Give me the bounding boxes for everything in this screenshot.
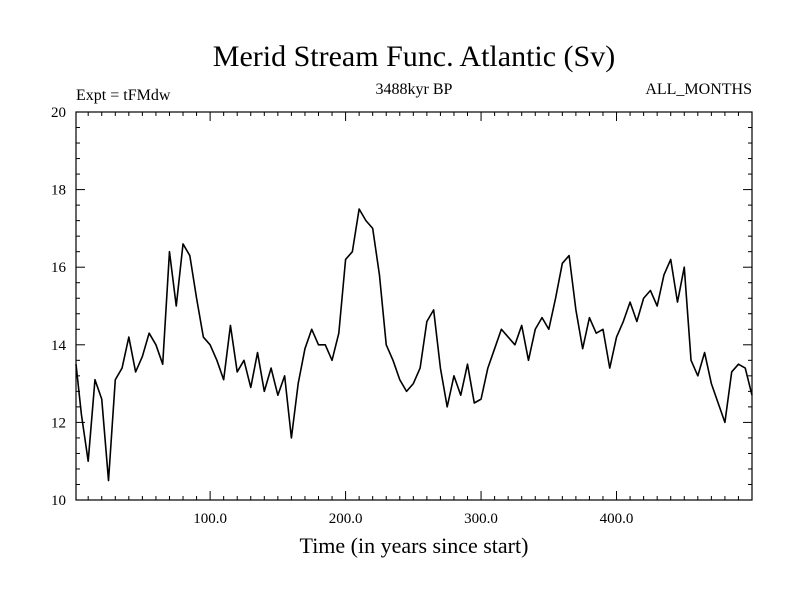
y-tick-label: 12 [51,415,66,431]
axis-tick-labels: 100.0 200.0 300.0 400.0 10 12 14 16 18 20 [51,105,633,527]
y-tick-label: 20 [51,105,66,121]
x-tick-label: 100.0 [193,511,227,527]
months-label: ALL_MONTHS [645,81,752,98]
chart-title: Merid Stream Func. Atlantic (Sv) [213,40,615,73]
x-tick-label: 200.0 [329,511,363,527]
x-axis-label: Time (in years since start) [300,533,529,558]
y-tick-label: 14 [51,338,67,354]
y-tick-label: 16 [51,260,67,276]
plot-frame [75,111,753,501]
axis-ticks [76,111,752,501]
period-label: 3488kyr BP [376,81,453,98]
experiment-label: Expt = tFMdw [76,87,171,104]
x-tick-label: 300.0 [464,511,498,527]
x-tick-label: 400.0 [600,511,634,527]
y-tick-label: 10 [51,493,66,509]
y-tick-label: 18 [51,183,66,199]
series-line [75,208,753,482]
series-layer [75,208,753,482]
